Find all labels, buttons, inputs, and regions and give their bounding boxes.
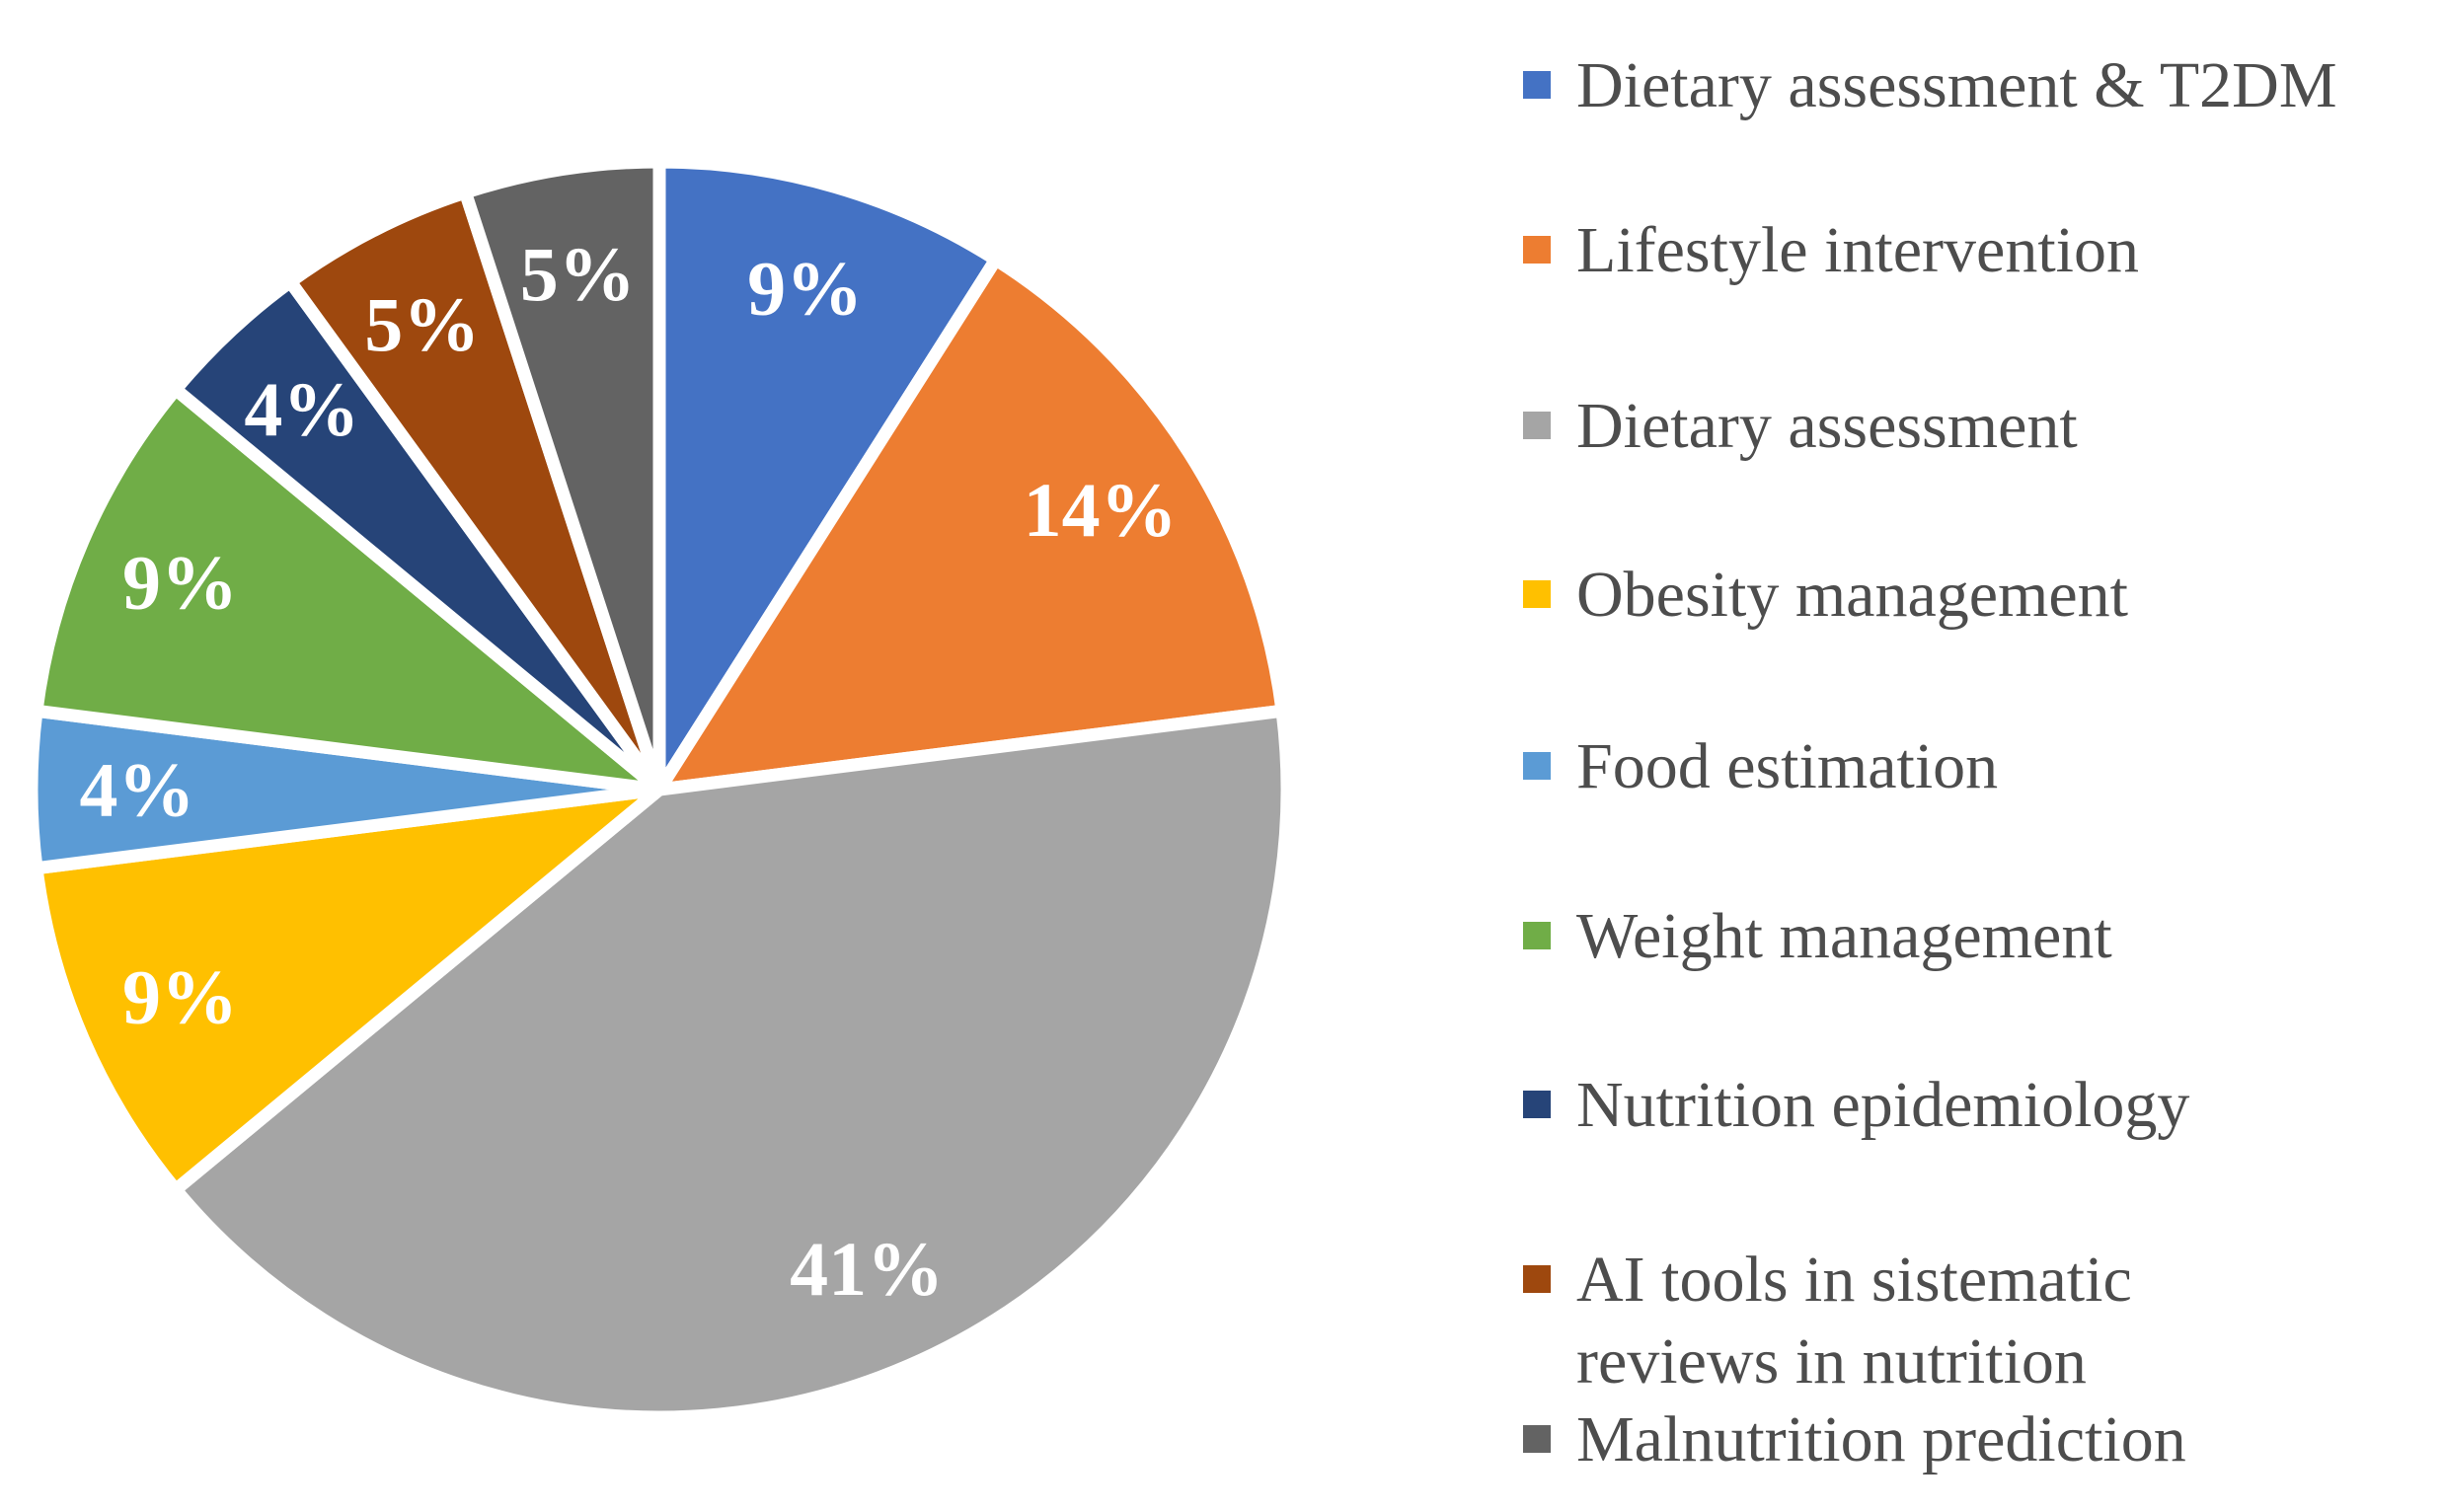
- legend-item-food-estimation: Food estimation: [1523, 725, 1998, 807]
- pie-percent-label-nutrition-epidemiology: 4%: [244, 366, 359, 452]
- legend-item-lifestyle-intervention: Lifestyle intervention: [1523, 209, 2139, 291]
- legend-item-weight-management: Weight management: [1523, 895, 2112, 977]
- legend-label-line: Lifestyle intervention: [1576, 214, 2139, 286]
- pie-slice-dietary-assessment: [169, 704, 1294, 1424]
- pie-percent-label-obesity-management: 9%: [122, 954, 238, 1040]
- legend-item-malnutrition-prediction: Malnutrition prediction: [1523, 1399, 2186, 1480]
- legend-swatch-weight-management: [1523, 922, 1551, 949]
- pie-percent-label-food-estimation: 4%: [80, 747, 195, 833]
- pie-percent-label-weight-management: 9%: [122, 539, 238, 625]
- pie-slice-obesity-management: [30, 783, 666, 1196]
- legend-label-line: Dietary assessment & T2DM: [1576, 49, 2337, 121]
- legend-item-ai-tools-in-sistematic-reviews-in-nutrition: AI tools in sistematic reviews in nutriti…: [1523, 1239, 2132, 1402]
- legend-label-line: AI tools in sistematic: [1576, 1244, 2132, 1316]
- legend-label-weight-management: Weight management: [1576, 895, 2112, 977]
- legend-label-line: Obesity management: [1576, 559, 2129, 631]
- pie-percent-label-dietary-assessment: 41%: [790, 1226, 944, 1312]
- legend-swatch-obesity-management: [1523, 580, 1551, 608]
- legend-label-dietary-assessment: Dietary assessment: [1576, 385, 2078, 467]
- legend-item-dietary-assessment-t2dm: Dietary assessment & T2DM: [1523, 44, 2337, 126]
- legend-item-obesity-management: Obesity management: [1523, 554, 2128, 636]
- legend-label-line: Malnutrition prediction: [1576, 1403, 2186, 1475]
- pie-percent-label-dietary-assessment-t2dm: 9%: [747, 246, 863, 332]
- legend-label-line: Dietary assessment: [1576, 390, 2078, 462]
- legend-swatch-nutrition-epidemiology: [1523, 1091, 1551, 1118]
- legend-item-dietary-assessment: Dietary assessment: [1523, 385, 2078, 467]
- pie-slice-ai-tools-in-sistematic-reviews-in-nutrition: [283, 186, 666, 796]
- legend-swatch-ai-tools-in-sistematic-reviews-in-nutrition: [1523, 1265, 1551, 1293]
- pie-slice-malnutrition-prediction: [459, 155, 666, 796]
- legend-swatch-malnutrition-prediction: [1523, 1425, 1551, 1453]
- legend-swatch-dietary-assessment: [1523, 412, 1551, 439]
- legend-label-dietary-assessment-t2dm: Dietary assessment & T2DM: [1576, 44, 2337, 126]
- pie-slice-lifestyle-intervention: [652, 253, 1289, 796]
- pie-slice-dietary-assessment-t2dm: [652, 155, 1003, 796]
- pie-percent-label-lifestyle-intervention: 14%: [1024, 467, 1178, 553]
- legend-label-line: Nutrition epidemiology: [1576, 1069, 2190, 1141]
- legend-label-food-estimation: Food estimation: [1576, 725, 1998, 807]
- pie-percent-label-ai-tools-in-sistematic-reviews-in-nutrition: 5%: [364, 281, 480, 367]
- legend-label-line: Food estimation: [1576, 730, 1999, 802]
- pie-percent-label-malnutrition-prediction: 5%: [520, 231, 636, 317]
- legend-swatch-dietary-assessment-t2dm: [1523, 71, 1551, 99]
- legend-item-nutrition-epidemiology: Nutrition epidemiology: [1523, 1064, 2189, 1146]
- chart-legend: Dietary assessment & T2DM Lifestyle inter…: [1523, 0, 2441, 1512]
- legend-swatch-lifestyle-intervention: [1523, 236, 1551, 264]
- legend-label-obesity-management: Obesity management: [1576, 554, 2128, 636]
- legend-label-line: reviews in nutrition: [1576, 1325, 2087, 1398]
- pie-slice-weight-management: [30, 383, 666, 796]
- legend-label-lifestyle-intervention: Lifestyle intervention: [1576, 209, 2139, 291]
- legend-label-malnutrition-prediction: Malnutrition prediction: [1576, 1399, 2186, 1480]
- legend-swatch-food-estimation: [1523, 752, 1551, 780]
- legend-label-nutrition-epidemiology: Nutrition epidemiology: [1576, 1064, 2189, 1146]
- legend-label-ai-tools-in-sistematic-reviews-in-nutrition: AI tools in sistematic reviews in nutriti…: [1576, 1239, 2132, 1402]
- legend-label-line: Weight management: [1576, 900, 2112, 972]
